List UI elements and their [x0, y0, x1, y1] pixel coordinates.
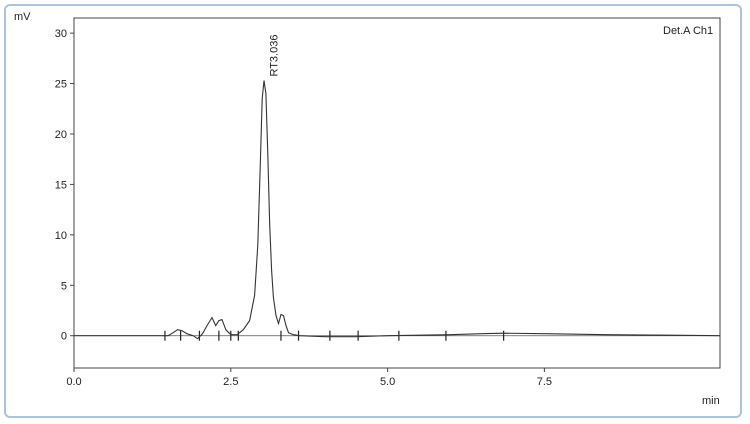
y-tick-label: 10: [55, 230, 67, 242]
x-tick-label: 7.5: [537, 376, 552, 388]
chart-frame: [4, 4, 742, 418]
y-tick-label: 20: [55, 129, 67, 141]
plot-axes: [73, 17, 721, 369]
x-tick-label: 5.0: [380, 376, 395, 388]
y-tick-label: 5: [61, 280, 67, 292]
x-axis-label: min: [702, 395, 720, 407]
y-axis-label: mV: [14, 11, 31, 23]
y-tick-label: 15: [55, 179, 67, 191]
y-tick-label: 30: [55, 28, 67, 40]
peak-annotation: RT3.036: [268, 35, 280, 77]
series-legend: Det.A Ch1: [663, 25, 713, 37]
y-tick-label: 0: [61, 331, 67, 343]
plot-area-border: [73, 17, 721, 369]
x-tick-label: 0.0: [66, 376, 81, 388]
signal-trace: [74, 80, 721, 340]
x-tick-label: 2.5: [223, 376, 238, 388]
y-tick-label: 25: [55, 79, 67, 91]
